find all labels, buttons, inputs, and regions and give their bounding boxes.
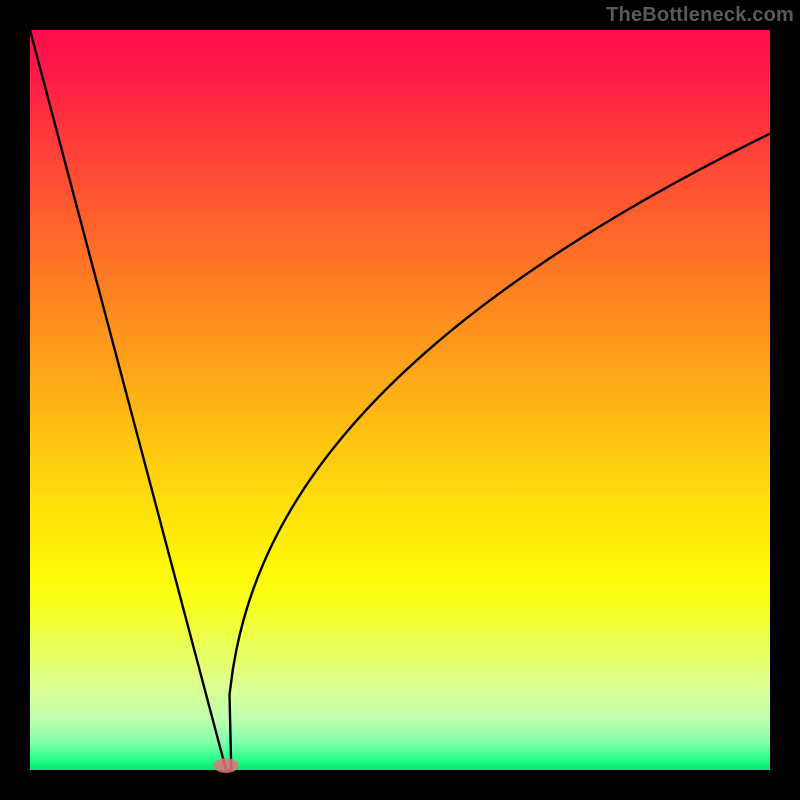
- gradient-panel: [30, 30, 770, 770]
- optimum-marker: [214, 758, 239, 773]
- bottleneck-chart: [0, 0, 800, 800]
- chart-container: TheBottleneck.com: [0, 0, 800, 800]
- attribution-label: TheBottleneck.com: [606, 4, 794, 27]
